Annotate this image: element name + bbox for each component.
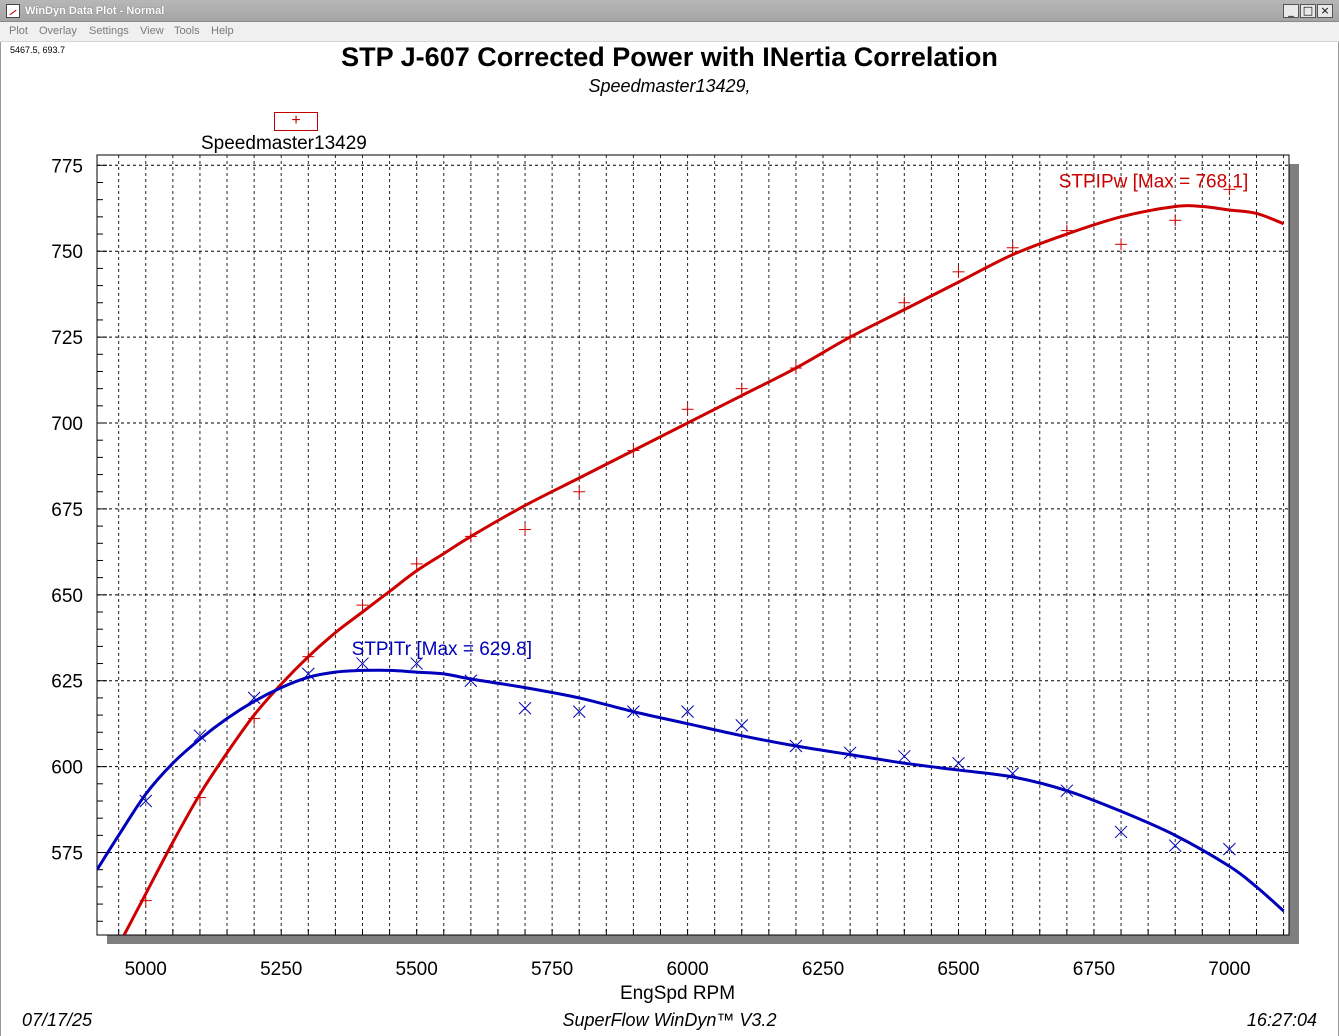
x-tick-label: 6500 xyxy=(937,959,979,980)
x-tick-label: 5750 xyxy=(531,959,573,980)
y-tick-label: 625 xyxy=(51,672,83,693)
app-version-label: SuperFlow WinDyn™ V3.2 xyxy=(0,1010,1339,1031)
x-tick-label: 6000 xyxy=(666,959,708,980)
x-tick-label: 5000 xyxy=(125,959,167,980)
x-tick-label: 5500 xyxy=(396,959,438,980)
series-label-STPIPw: STPIPw [Max = 768.1] xyxy=(1059,172,1249,193)
x-tick-label: 5250 xyxy=(260,959,302,980)
y-tick-label: 650 xyxy=(51,586,83,607)
y-tick-label: 575 xyxy=(51,844,83,865)
y-tick-label: 700 xyxy=(51,414,83,435)
x-axis-label: EngSpd RPM xyxy=(620,983,735,1004)
series-label-STPITr: STPITr [Max = 629.8] xyxy=(352,639,532,660)
time-label: 16:27:04 xyxy=(1247,1010,1317,1031)
y-tick-label: 725 xyxy=(51,328,83,349)
x-tick-label: 6750 xyxy=(1073,959,1115,980)
y-tick-label: 775 xyxy=(51,156,83,177)
plot-frame xyxy=(97,155,1289,935)
y-tick-label: 750 xyxy=(51,242,83,263)
x-tick-label: 6250 xyxy=(802,959,844,980)
x-tick-label: 7000 xyxy=(1208,959,1250,980)
y-tick-label: 675 xyxy=(51,500,83,521)
y-tick-label: 600 xyxy=(51,758,83,779)
